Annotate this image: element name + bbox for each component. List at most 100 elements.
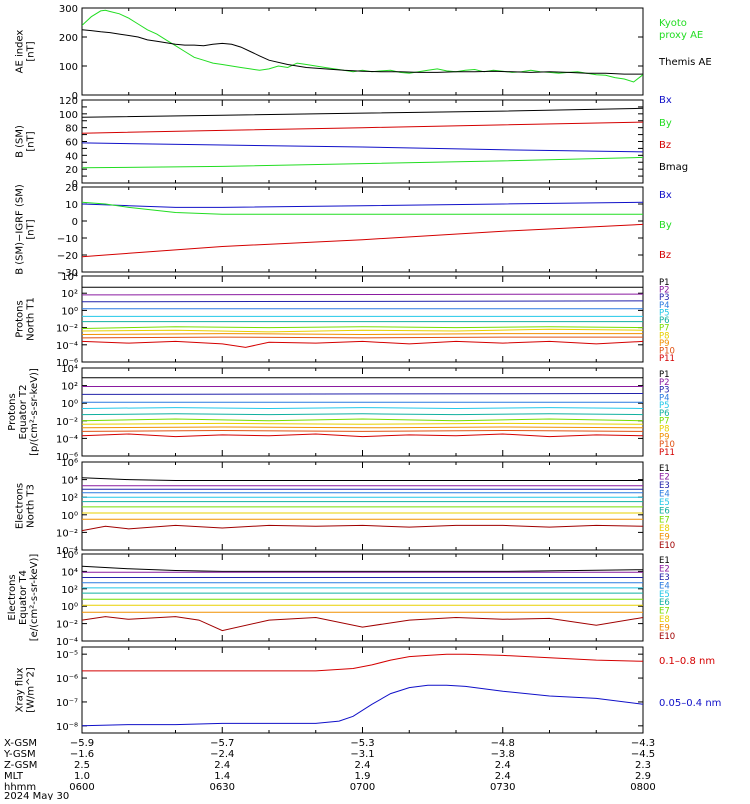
panel-7: 10⁻⁴ 10⁻² 10⁰ 10² 10⁴ 10⁶ Electrons Equator T4[… bbox=[7, 550, 675, 648]
legend-entry: E2 bbox=[659, 564, 670, 574]
y-tick-label: 10⁻⁸ bbox=[56, 722, 78, 733]
legend-entry: E3 bbox=[659, 573, 670, 583]
legend-entry: E6 bbox=[659, 507, 670, 517]
legend-entry: P2 bbox=[659, 378, 670, 388]
legend-entry: P2 bbox=[659, 286, 670, 296]
y-axis-label: North T1 bbox=[26, 297, 37, 341]
x-tick-label: 2.4 bbox=[495, 760, 511, 771]
legend: Bx By Bz bbox=[659, 190, 672, 261]
series-line-0-1-0-8-nm bbox=[82, 653, 643, 672]
y-tick-label: 10⁰ bbox=[61, 511, 78, 522]
y-axis-label: AE index bbox=[15, 30, 26, 74]
legend-entry: E5 bbox=[659, 590, 670, 600]
legend-entry: P4 bbox=[659, 301, 670, 311]
y-axis-label: North T3 bbox=[26, 484, 37, 528]
series-line-p11 bbox=[82, 433, 643, 438]
y-tick-label: 10⁻⁶ bbox=[56, 674, 78, 685]
legend-entry: E9 bbox=[659, 532, 670, 542]
legend-entry: 0.1–0.8 nm bbox=[659, 656, 715, 667]
legend-entry: E1 bbox=[659, 464, 670, 474]
y-ticks: 10⁻⁸ 10⁻⁷ 10⁻⁶ 10⁻⁵ bbox=[56, 650, 643, 733]
y-axis-label: Equator T2 bbox=[18, 385, 29, 440]
y-axis-label: Electrons bbox=[7, 574, 18, 620]
legend-entry: E6 bbox=[659, 598, 670, 608]
legend-entry: E7 bbox=[659, 515, 670, 525]
legend-entry: P6 bbox=[659, 409, 670, 419]
y-tick-label: 10² bbox=[61, 289, 78, 300]
legend-entry: P7 bbox=[659, 417, 670, 427]
y-tick-label: 10⁻⁶ bbox=[56, 452, 78, 463]
legend-entry: By bbox=[659, 118, 672, 129]
y-axis-label: [nT] bbox=[26, 219, 37, 239]
y-axis-label: Protons bbox=[7, 393, 18, 430]
legend-entry: P8 bbox=[659, 425, 670, 435]
y-tick-label: −30 bbox=[57, 268, 78, 279]
y-tick-label: 10⁶ bbox=[61, 550, 78, 561]
panel-2: 0 20 40 60 80 100 120 B (SM) [nT] Bx By Bz Bmag bbox=[15, 95, 689, 190]
y-tick-label: 10⁻⁷ bbox=[56, 698, 78, 709]
y-axis-label: [W/m^2] bbox=[26, 667, 37, 713]
legend-entry: P1 bbox=[659, 370, 670, 380]
y-tick-label: 10⁶ bbox=[61, 458, 78, 469]
legend-entry: E1 bbox=[659, 556, 670, 566]
legend-entry: P3 bbox=[659, 293, 670, 303]
legend-entry: E9 bbox=[659, 624, 670, 634]
y-tick-label: 10⁴ bbox=[61, 364, 78, 375]
y-tick-label: 80 bbox=[65, 124, 78, 135]
legend-entry: Bx bbox=[659, 95, 672, 106]
series-line-0-05-0-4-nm bbox=[82, 684, 643, 727]
panel-5: 10⁻⁶ 10⁻⁴ 10⁻² 10⁰ 10² 10⁴ Protons Equator T2 [p… bbox=[7, 364, 675, 463]
x-tick-label: 2.5 bbox=[74, 760, 90, 771]
series-line-e1 bbox=[82, 565, 643, 572]
legend-entry: P9 bbox=[659, 339, 670, 349]
series-group bbox=[82, 9, 643, 83]
series-line-bx bbox=[82, 142, 643, 153]
x-axis-row-label: Y-GSM bbox=[3, 749, 36, 760]
y-tick-label: 10⁻⁴ bbox=[56, 434, 78, 445]
y-axis-label: [nT] bbox=[26, 131, 37, 151]
series-group bbox=[82, 286, 643, 348]
y-tick-label: 10⁻⁶ bbox=[56, 358, 78, 369]
x-tick-label: −2.4 bbox=[210, 749, 234, 760]
y-ticks: 0 100 200 300 bbox=[59, 4, 643, 102]
legend-entry: P6 bbox=[659, 316, 670, 326]
series-line-p8 bbox=[82, 328, 643, 333]
y-tick-label: 10⁻⁵ bbox=[56, 650, 78, 661]
legend-entry: E8 bbox=[659, 615, 670, 625]
legend-entry: proxy AE bbox=[659, 30, 703, 41]
x-axis-row-label: X-GSM bbox=[4, 738, 37, 749]
panel-8: 10⁻⁸ 10⁻⁷ 10⁻⁶ 10⁻⁵ Xray flux [W/m^2] 0.1–0.8 … bbox=[15, 646, 721, 734]
series-line-p8 bbox=[82, 422, 643, 425]
y-tick-label: 10⁻² bbox=[56, 620, 78, 631]
date-label: 2024 May 30 bbox=[4, 791, 69, 800]
y-tick-label: 10⁴ bbox=[61, 567, 78, 578]
panel-frame bbox=[81, 99, 644, 184]
x-tick-label: 1.9 bbox=[355, 771, 371, 782]
legend-entry: Bz bbox=[659, 140, 671, 151]
series-line-p3 bbox=[82, 300, 643, 303]
panel-frame bbox=[81, 7, 644, 96]
y-tick-label: 10² bbox=[61, 585, 78, 596]
y-tick-label: 100 bbox=[59, 62, 78, 73]
legend-entry: P10 bbox=[659, 346, 675, 356]
series-group bbox=[82, 653, 643, 727]
y-tick-label: 200 bbox=[59, 33, 78, 44]
y-axis-label: Protons bbox=[15, 300, 26, 337]
y-tick-label: 60 bbox=[65, 138, 78, 149]
legend-entry: Bmag bbox=[659, 162, 688, 173]
y-tick-label: 10⁰ bbox=[61, 306, 78, 317]
legend-entry: P10 bbox=[659, 440, 675, 450]
x-tick-label: −4.3 bbox=[631, 738, 655, 749]
series-line-p5 bbox=[82, 407, 643, 410]
legend: 0.1–0.8 nm 0.05–0.4 nm bbox=[659, 656, 721, 709]
legend-entry: P9 bbox=[659, 432, 670, 442]
y-tick-label: 300 bbox=[59, 4, 78, 15]
y-tick-label: 10⁰ bbox=[61, 399, 78, 410]
panel-frame bbox=[81, 461, 644, 551]
